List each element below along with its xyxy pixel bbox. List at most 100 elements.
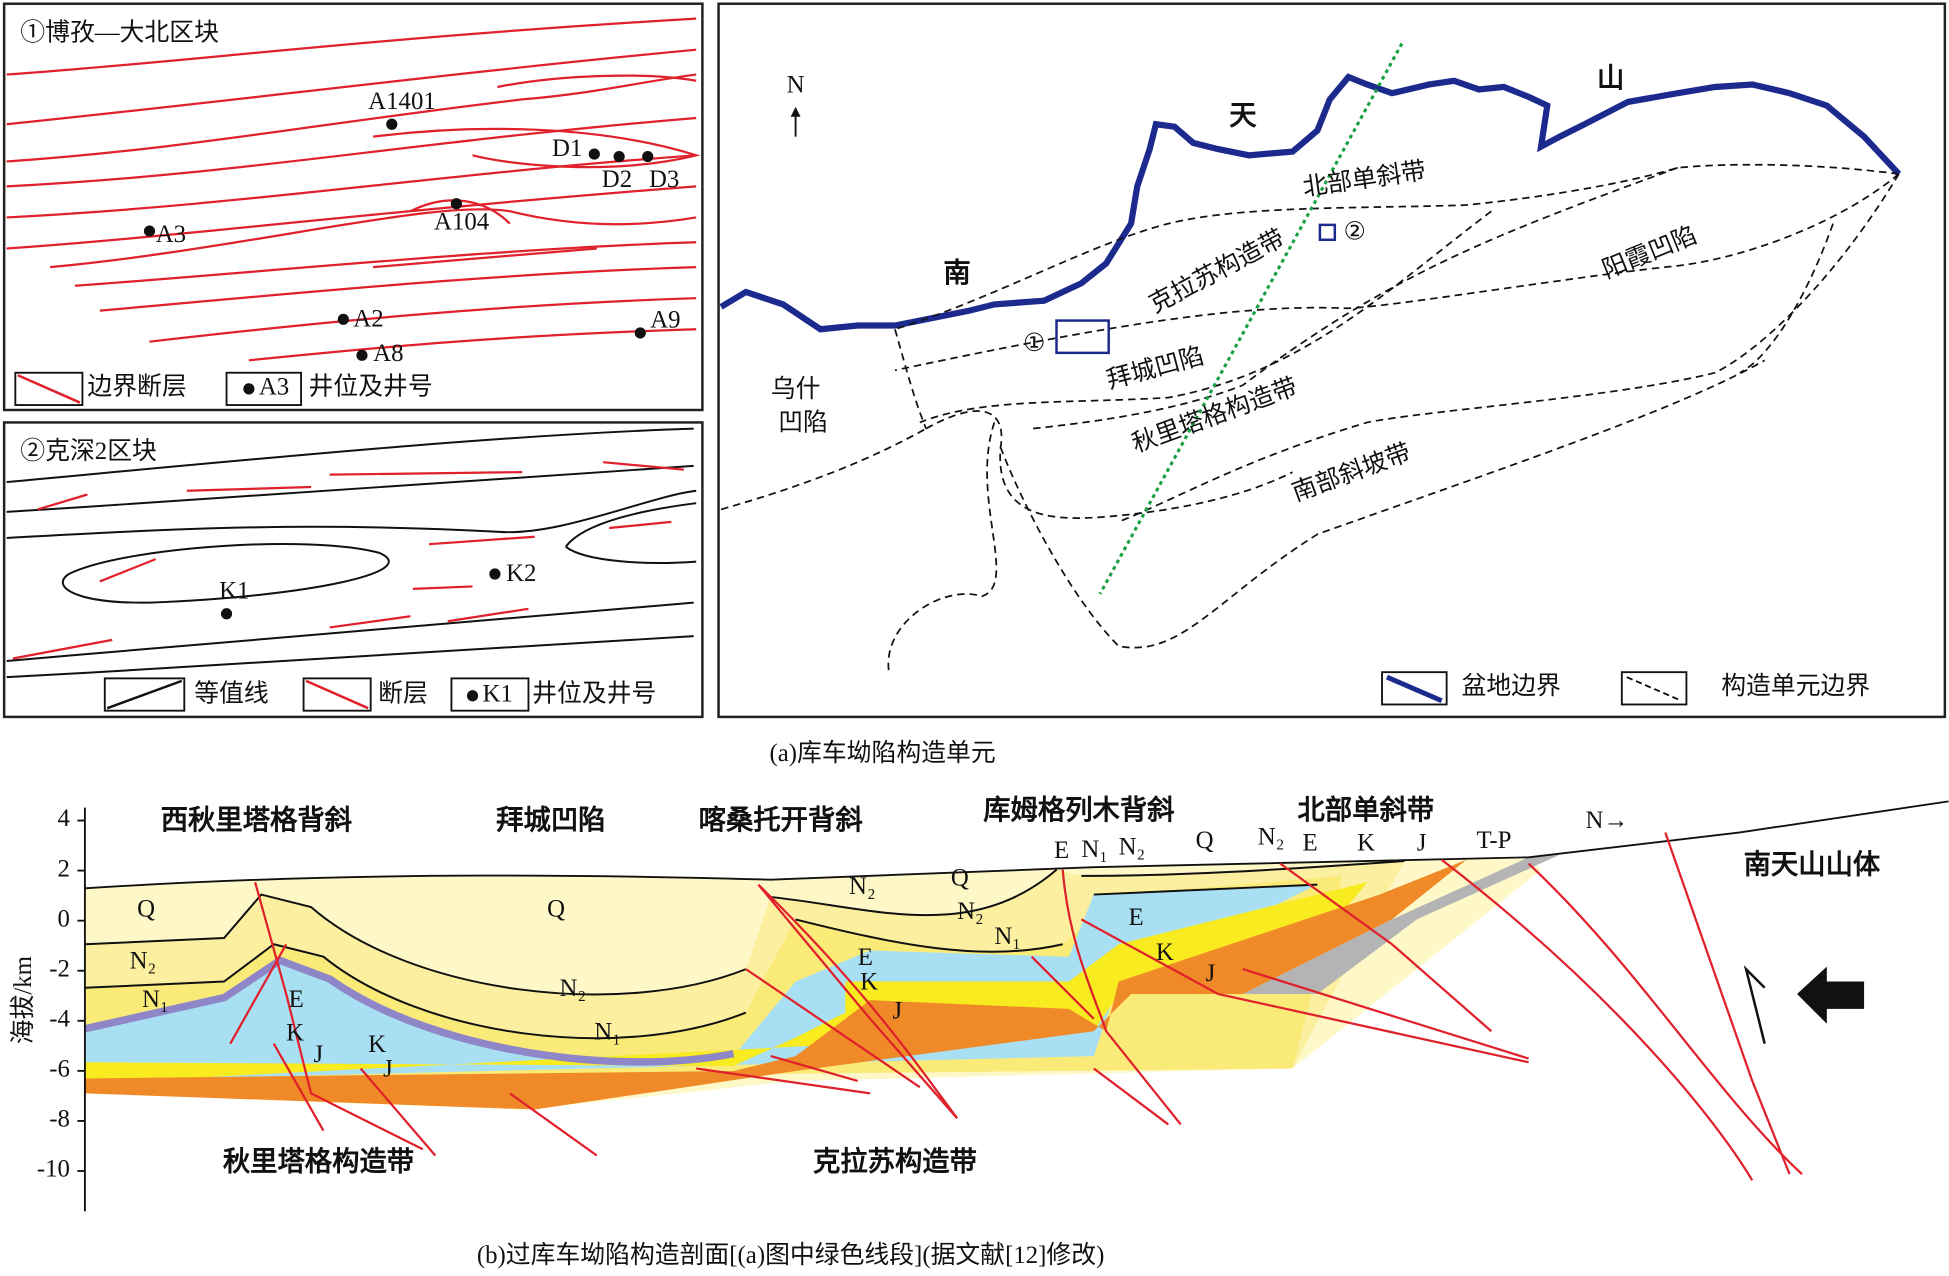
surface bbox=[84, 800, 1949, 890]
layer-label: N₂ bbox=[560, 975, 587, 1002]
layer-label: K bbox=[286, 1020, 304, 1047]
well-label: K2 bbox=[506, 560, 536, 587]
unit-boundaries bbox=[720, 163, 1900, 672]
movement-arrow bbox=[1743, 965, 1766, 1044]
map-label: 乌什 bbox=[771, 375, 821, 403]
north-arrowhead bbox=[790, 106, 801, 117]
faults bbox=[12, 461, 684, 660]
well-label: D3 bbox=[649, 166, 679, 193]
well-label: D2 bbox=[602, 166, 632, 193]
y-tick-label: -8 bbox=[49, 1106, 70, 1133]
block-marker: ② bbox=[1344, 218, 1366, 245]
faults bbox=[6, 17, 701, 362]
region-label: 克拉苏构造带 bbox=[813, 1145, 977, 1176]
layer-label: T-P bbox=[1476, 827, 1511, 854]
legend-label: 井位及井号 bbox=[532, 679, 656, 707]
y-tick-label: -10 bbox=[37, 1156, 70, 1183]
well-dot bbox=[634, 327, 646, 339]
layer-label: K bbox=[368, 1031, 386, 1058]
well-label: A1401 bbox=[368, 88, 436, 115]
y-axis-title: 海拔/km bbox=[9, 956, 37, 1044]
layer-label: J bbox=[1417, 830, 1427, 857]
y-tick-label: 4 bbox=[58, 805, 71, 832]
layer-label: J bbox=[314, 1041, 324, 1068]
well-dot bbox=[588, 148, 600, 160]
layer-label: E bbox=[1129, 904, 1144, 931]
well-label: D1 bbox=[552, 135, 582, 162]
layer-label: N₁ bbox=[994, 923, 1021, 950]
cross-section: 海拔/km 西秋里塔格背斜 拜城凹陷 喀桑托开背斜 库姆格列木背斜 北部单斜带 … bbox=[9, 794, 1949, 1212]
map-label: 山 bbox=[1597, 63, 1624, 93]
layer-label: N₂ bbox=[1119, 833, 1146, 860]
well-dot bbox=[220, 608, 233, 620]
layer-label: J bbox=[383, 1056, 393, 1083]
layer-label: N₂ bbox=[1258, 823, 1285, 850]
map-panel: N 南 天 山 北部单斜带 克拉苏构造带 阳霞凹陷 乌什 凹陷 拜城凹陷 秋里塔… bbox=[717, 2, 1947, 719]
layer-label: K bbox=[860, 969, 878, 996]
y-tick-label: 2 bbox=[58, 855, 70, 882]
layer-label: J bbox=[892, 997, 902, 1024]
caption: (a)库车坳陷构造单元 bbox=[769, 739, 995, 767]
well-dot bbox=[450, 198, 462, 210]
well-label: A9 bbox=[650, 306, 680, 333]
well-dot bbox=[613, 150, 625, 163]
panel-title: ①博孜—大北区块 bbox=[20, 18, 219, 46]
layer-label: N₂ bbox=[130, 948, 157, 975]
legend: 边界断层 A3 井位及井号 bbox=[14, 371, 433, 406]
well-dot bbox=[386, 118, 398, 130]
panel-frame bbox=[2, 421, 704, 719]
legend-label: 构造单元边界 bbox=[1721, 672, 1870, 700]
well-label: A2 bbox=[353, 305, 383, 332]
layer-label: N₁ bbox=[1081, 836, 1108, 863]
legend-label: K1 bbox=[482, 680, 512, 707]
y-tick-label: -6 bbox=[49, 1056, 70, 1083]
structure-label: 拜城凹陷 bbox=[496, 805, 605, 835]
panel-frame bbox=[717, 2, 1947, 719]
layer-label: K bbox=[1357, 830, 1375, 857]
y-tick-label: -4 bbox=[49, 1006, 70, 1033]
block-2-outline bbox=[1318, 223, 1337, 242]
layer-label: E bbox=[1054, 837, 1069, 864]
map-label: 南 bbox=[943, 258, 970, 288]
well-dot bbox=[143, 225, 156, 237]
layer-label: Q bbox=[1196, 827, 1214, 854]
well-label: A8 bbox=[373, 340, 403, 367]
faults bbox=[229, 832, 1803, 1181]
legend-label: 盆地边界 bbox=[1462, 672, 1561, 700]
structure-label: 喀桑托开背斜 bbox=[699, 805, 864, 835]
layer-label: N₂ bbox=[849, 873, 876, 900]
layer-label: N₂ bbox=[957, 898, 984, 925]
wells bbox=[143, 118, 654, 361]
layer-label: N₁ bbox=[142, 986, 169, 1013]
strata bbox=[84, 854, 1560, 1110]
layer-label: Q bbox=[951, 864, 969, 891]
region-label: 秋里塔格构造带 bbox=[223, 1146, 414, 1176]
north-label: N→ bbox=[1586, 807, 1629, 834]
legend-label: 井位及井号 bbox=[309, 373, 433, 401]
structure-label: 西秋里塔格背斜 bbox=[161, 805, 353, 835]
layer-label: Q bbox=[547, 895, 565, 922]
well-dot bbox=[489, 568, 501, 580]
y-tick-label: 0 bbox=[58, 905, 70, 932]
layer-label: K bbox=[1156, 939, 1174, 966]
well-dot bbox=[356, 349, 368, 361]
panel-frame bbox=[2, 2, 704, 412]
layer-label: Q bbox=[137, 895, 155, 922]
legend-label: 等值线 bbox=[194, 679, 268, 707]
layer-label: E bbox=[858, 944, 873, 971]
layer-label: E bbox=[289, 986, 304, 1013]
well-label: A104 bbox=[434, 208, 490, 235]
panel-title: ②克深2区块 bbox=[20, 437, 157, 465]
legend: 盆地边界 构造单元边界 bbox=[1381, 671, 1870, 706]
block-1-outline bbox=[1055, 319, 1110, 355]
well-dot bbox=[337, 313, 349, 325]
y-tick-label: -2 bbox=[49, 955, 70, 982]
layer-label: E bbox=[1303, 830, 1318, 857]
legend-label: A3 bbox=[259, 374, 289, 401]
section-line bbox=[1098, 42, 1404, 595]
north-label: N bbox=[787, 72, 805, 99]
well-label: K1 bbox=[219, 577, 249, 604]
basin-boundary bbox=[719, 73, 1902, 333]
panel-2: ②克深2区块 K1 K2 等值线 断层 K1 井位及井号 bbox=[2, 421, 704, 719]
